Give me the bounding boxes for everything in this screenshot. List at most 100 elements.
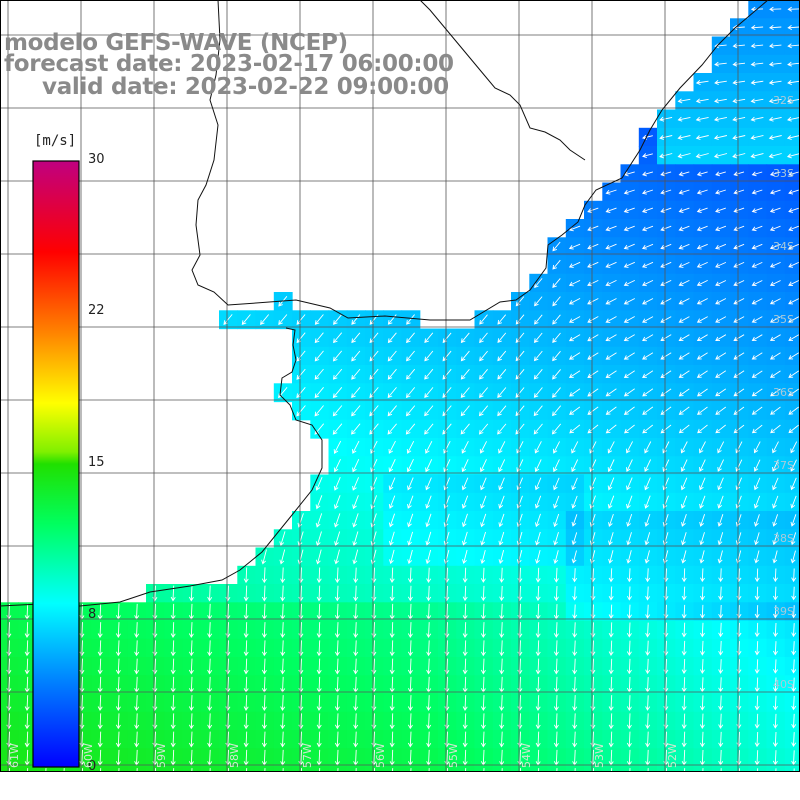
wind-arrow — [773, 695, 778, 711]
wind-arrow — [568, 316, 581, 323]
wind-arrow — [517, 585, 523, 602]
wind-arrow — [733, 225, 745, 232]
wind-arrow — [750, 116, 764, 122]
wind-cell — [748, 328, 768, 348]
wind-arrow — [699, 441, 706, 454]
wind-arrow — [696, 334, 708, 342]
wind-arrow — [788, 424, 799, 434]
wind-arrow — [444, 585, 450, 602]
wind-arrow — [715, 424, 726, 434]
wind-arrow — [332, 405, 343, 417]
wind-arrow — [351, 405, 361, 417]
wind-arrow — [702, 768, 704, 772]
wind-cell — [620, 310, 640, 330]
wind-arrow — [587, 207, 599, 213]
wind-arrow — [115, 640, 121, 657]
wind-arrow — [370, 513, 377, 528]
wind-cell — [346, 310, 366, 330]
wind-arrow — [352, 477, 360, 491]
wind-arrow — [753, 441, 761, 454]
wind-arrow — [769, 334, 781, 342]
wind-arrow — [715, 298, 727, 305]
wind-arrow — [773, 713, 778, 729]
wind-arrow — [608, 658, 614, 675]
wind-arrow — [773, 586, 778, 601]
wind-arrow — [769, 6, 782, 12]
wind-arrow — [351, 387, 361, 399]
wind-arrow — [768, 98, 782, 104]
wind-arrow — [188, 622, 194, 638]
lon-label-61w: 61W — [8, 743, 21, 768]
wind-cell — [383, 328, 403, 348]
wind-arrow — [717, 532, 724, 546]
wind-cell — [511, 419, 530, 439]
wind-arrow — [207, 658, 213, 675]
wind-arrow — [552, 441, 561, 454]
wind-arrow — [696, 316, 708, 323]
wind-arrow — [480, 513, 487, 528]
wind-arrow — [751, 207, 763, 213]
wind-cell — [602, 273, 622, 293]
wind-arrow — [587, 334, 599, 342]
wind-cell — [492, 492, 512, 512]
wind-arrow — [715, 334, 727, 342]
wind-arrow — [775, 768, 777, 772]
wind-arrow — [751, 225, 763, 232]
lat-label-34s: 34S — [773, 240, 794, 253]
wind-arrow — [334, 585, 340, 602]
wind-cell — [456, 529, 476, 549]
lon-label-60w: 60W — [82, 743, 95, 768]
wind-cell — [456, 456, 476, 476]
wind-arrow — [282, 768, 284, 772]
wind-arrow — [754, 659, 760, 674]
wind-cell — [401, 419, 421, 439]
wind-arrow — [699, 495, 706, 509]
wind-arrow — [791, 695, 797, 711]
wind-arrow — [695, 116, 709, 122]
wind-arrow — [261, 731, 267, 748]
wind-arrow — [315, 495, 323, 510]
wind-cell — [383, 529, 403, 549]
wind-arrow — [732, 153, 746, 159]
wind-cell — [730, 164, 749, 184]
wind-arrow — [590, 622, 596, 638]
wind-arrow — [574, 768, 576, 772]
wind-arrow — [264, 768, 266, 772]
wind-arrow — [605, 406, 617, 415]
wind-arrow — [462, 695, 468, 711]
wind-arrow — [81, 768, 83, 772]
wind-arrow — [788, 370, 800, 378]
wind-arrow — [696, 298, 708, 305]
wind-arrow — [696, 352, 708, 360]
wind-arrow — [499, 713, 505, 730]
wind-arrow — [426, 585, 432, 602]
wind-arrow — [316, 640, 322, 657]
wind-arrow — [736, 622, 742, 638]
wind-cell — [638, 401, 658, 421]
wind-arrow — [659, 153, 673, 159]
wind-arrow — [517, 622, 523, 638]
wind-arrow — [243, 622, 249, 638]
wind-arrow — [460, 369, 470, 380]
wind-arrow — [6, 731, 12, 748]
wind-arrow — [115, 713, 121, 730]
wind-arrow — [626, 658, 632, 675]
wind-arrow — [791, 750, 797, 766]
wind-cell — [511, 346, 530, 366]
wind-arrow — [552, 369, 561, 380]
wind-arrow — [773, 641, 778, 656]
wind-arrow — [351, 332, 361, 344]
wind-arrow — [534, 477, 542, 491]
wind-arrow — [551, 423, 562, 435]
wind-arrow — [678, 370, 690, 378]
wind-arrow — [790, 550, 796, 564]
wind-arrow — [714, 116, 727, 122]
wind-arrow — [407, 585, 413, 602]
wind-arrow — [461, 513, 468, 528]
wind-arrow — [552, 241, 561, 252]
wind-cell — [602, 474, 622, 494]
wind-arrow — [623, 406, 635, 415]
wind-arrow — [334, 713, 340, 730]
wind-cell — [310, 474, 330, 494]
wind-cell — [529, 328, 549, 348]
